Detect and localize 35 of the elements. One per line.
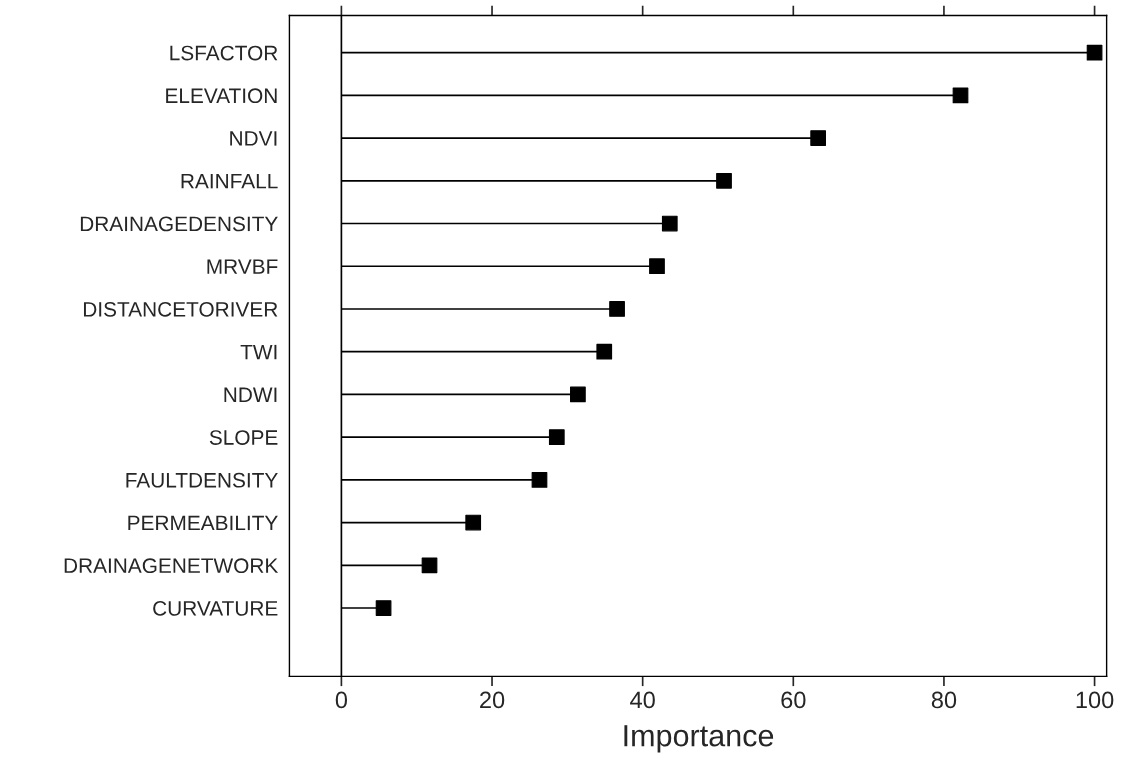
point: [649, 258, 665, 275]
y-tick-label: LSFACTOR: [170, 45, 278, 61]
y-tick-label: DRAINAGEDENSITY: [80, 216, 278, 232]
y-tick-label: SLOPE: [209, 430, 278, 445]
y-tick-label: MRVBF: [207, 259, 278, 274]
point: [952, 87, 969, 104]
y-tick-label: NDVI: [230, 131, 277, 146]
x-axis-title: Importance: [624, 725, 774, 753]
x-tick-label: 60: [781, 691, 806, 709]
point: [531, 471, 548, 488]
x-tick-label: 80: [931, 691, 957, 709]
point: [375, 600, 392, 616]
y-tick-label: RAINFALL: [181, 174, 278, 189]
x-tick-label: 100: [1076, 691, 1114, 709]
point: [421, 557, 438, 574]
x-tick-label: 0: [335, 691, 348, 709]
y-tick-label: ELEVATION: [166, 88, 277, 104]
y-tick-label: PERMEABILITY: [128, 515, 278, 531]
y-tick-label: FAULTDENSITY: [126, 472, 278, 488]
y-tick-label: TWI: [240, 344, 277, 360]
point: [596, 343, 613, 360]
x-tick-label: 20: [480, 691, 505, 709]
point: [548, 429, 565, 445]
point: [570, 386, 586, 403]
point: [465, 514, 482, 531]
point: [1086, 44, 1103, 61]
x-tick-label: 40: [630, 691, 655, 709]
y-tick-label: CURVATURE: [153, 601, 278, 616]
point: [609, 301, 625, 317]
y-tick-label: NDWI: [224, 387, 277, 402]
point: [716, 172, 732, 189]
point: [661, 215, 678, 232]
y-tick-label: DISTANCETORIVER: [83, 301, 278, 317]
y-tick-label: DRAINAGENETWORK: [64, 558, 279, 574]
point: [810, 130, 827, 146]
